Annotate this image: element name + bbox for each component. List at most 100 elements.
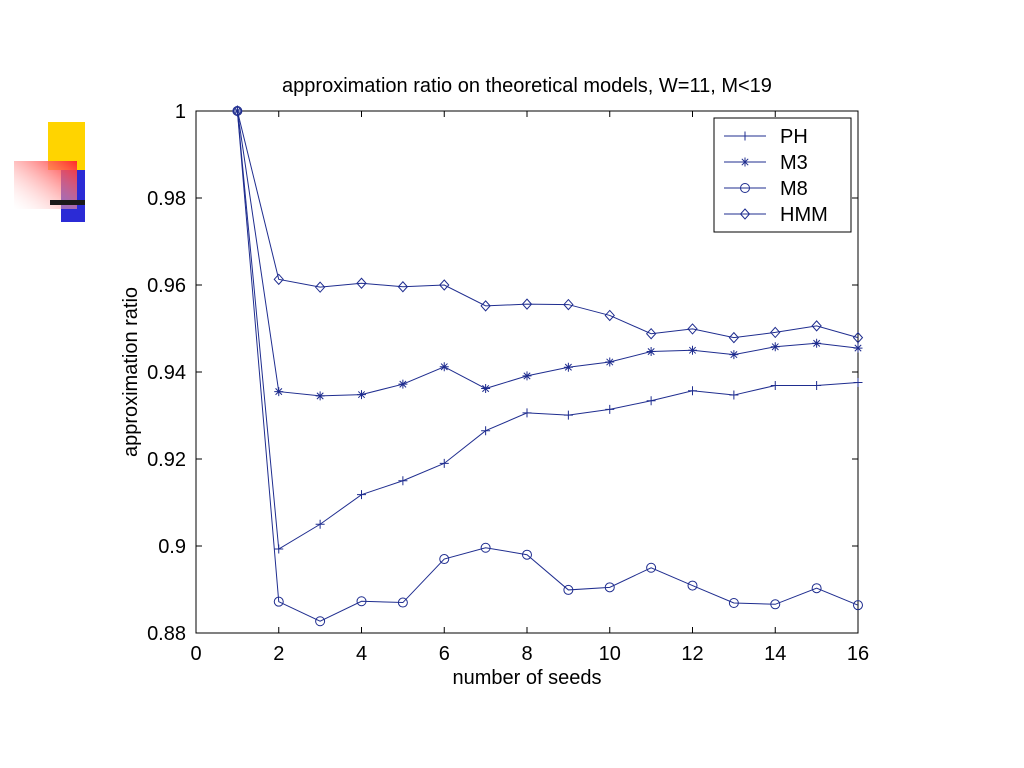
x-tick-label: 2 (273, 643, 284, 665)
data-point-m8 (728, 597, 739, 608)
x-tick-label: 10 (599, 643, 621, 665)
data-point-hmm (687, 323, 698, 335)
data-point-hmm (314, 281, 326, 293)
data-point-hmm (728, 331, 740, 344)
data-point-m3 (812, 338, 822, 348)
y-tick-label: 0.92 (147, 449, 186, 471)
data-point-m8 (811, 583, 822, 594)
y-tick-label: 0.9 (158, 536, 186, 558)
data-point-m3 (398, 379, 408, 389)
data-point-ph (853, 377, 863, 387)
data-point-hmm (852, 331, 864, 344)
data-point-m3 (274, 387, 284, 397)
legend-marker-ph (740, 131, 750, 141)
decor-dark-bar (50, 200, 85, 205)
data-point-hmm (273, 273, 284, 286)
data-point-m3 (357, 390, 366, 400)
data-point-m8 (687, 580, 698, 591)
data-point-m3 (729, 350, 739, 360)
data-point-hmm (811, 320, 822, 332)
data-point-ph (812, 380, 822, 390)
data-point-m3 (563, 362, 573, 372)
data-point-m3 (770, 342, 780, 352)
legend: PH M3 M8 HMM (713, 117, 852, 233)
legend-marker-hmm (739, 208, 751, 220)
data-point-m3 (315, 391, 325, 401)
y-tick-label: 0.98 (147, 188, 186, 210)
y-axis-label: approximation ratio (120, 287, 142, 457)
x-tick-label: 12 (681, 643, 703, 665)
data-point-ph (481, 426, 491, 436)
legend-label-m8: M8 (780, 178, 808, 200)
data-point-ph (522, 408, 532, 418)
data-point-ph (398, 476, 408, 486)
data-point-hmm (770, 326, 781, 339)
legend-marker-m8 (740, 183, 750, 193)
data-point-ph (688, 386, 697, 396)
y-tick-label: 0.96 (147, 275, 186, 297)
data-point-m8 (604, 582, 615, 593)
series-hmm (232, 105, 864, 344)
series-line-m3 (236, 110, 859, 397)
series-m8 (232, 106, 863, 627)
data-point-ph (605, 404, 615, 414)
data-point-m8 (439, 554, 450, 565)
x-axis-label: number of seeds (453, 667, 602, 689)
data-point-m3 (439, 362, 449, 372)
data-point-hmm (521, 298, 533, 310)
data-point-ph (770, 380, 780, 390)
data-point-hmm (232, 105, 243, 117)
series-layer (232, 105, 864, 627)
data-point-m8 (770, 599, 781, 610)
data-point-ph (315, 519, 325, 529)
x-tick-label: 8 (521, 643, 532, 665)
data-point-m3 (646, 347, 656, 357)
data-point-m8 (315, 616, 326, 627)
legend-label-m3: M3 (780, 152, 808, 174)
data-point-hmm (563, 298, 574, 311)
series-m3 (232, 106, 863, 401)
data-point-m8 (397, 597, 408, 608)
data-point-hmm (480, 300, 491, 312)
data-point-m3 (688, 345, 697, 355)
y-tick-label: 1 (175, 101, 186, 123)
legend-label-ph: PH (780, 126, 808, 148)
data-point-hmm (645, 327, 657, 340)
legend-label-hmm: HMM (780, 204, 828, 226)
data-point-m3 (605, 357, 615, 367)
data-point-ph (357, 490, 366, 500)
x-tick-label: 6 (439, 643, 450, 665)
y-tick-label: 0.94 (147, 362, 186, 384)
legend-box (713, 117, 852, 233)
data-point-ph (646, 396, 656, 406)
data-point-m3 (481, 384, 491, 394)
data-point-hmm (397, 280, 409, 293)
x-tick-label: 14 (764, 643, 786, 665)
data-point-ph (274, 544, 284, 554)
data-point-hmm (604, 309, 615, 322)
x-tick-label: 4 (356, 643, 367, 665)
chart-title: approximation ratio on theoretical model… (282, 75, 772, 97)
data-point-m8 (646, 562, 657, 573)
series-line-ph (236, 110, 859, 550)
slide-corner-decoration (14, 122, 85, 222)
data-point-m8 (356, 596, 367, 607)
data-point-m3 (522, 371, 532, 381)
series-ph (232, 106, 863, 554)
y-tick-label: 0.88 (147, 623, 186, 645)
legend-marker-m3 (740, 157, 750, 167)
data-point-m8 (273, 596, 284, 607)
y-axis: 0.88 0.9 0.92 0.94 0.96 0.98 1 (147, 101, 858, 645)
x-tick-label: 0 (190, 643, 201, 665)
data-point-m8 (563, 584, 574, 595)
data-point-m3 (853, 343, 863, 353)
data-point-m8 (853, 600, 863, 611)
data-point-ph (439, 458, 449, 468)
series-line-m8 (236, 110, 859, 622)
data-point-m8 (522, 549, 532, 560)
data-point-m8 (480, 542, 491, 553)
series-line-hmm (236, 110, 859, 339)
data-point-ph (563, 410, 573, 420)
data-point-hmm (356, 277, 367, 290)
